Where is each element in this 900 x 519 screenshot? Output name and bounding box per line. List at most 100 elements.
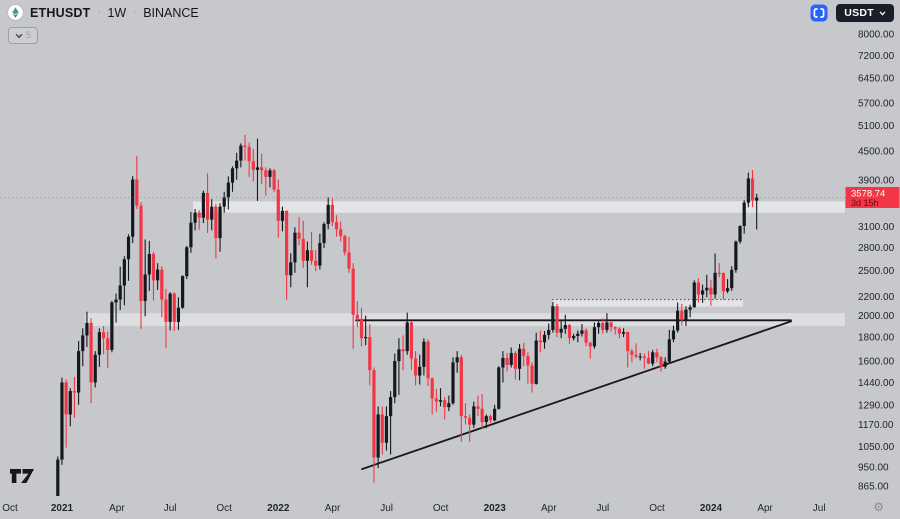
candle[interactable] — [709, 279, 713, 306]
candle[interactable] — [106, 331, 110, 369]
candle[interactable] — [705, 274, 709, 298]
candle[interactable] — [434, 388, 438, 413]
candle[interactable] — [630, 348, 634, 363]
candle[interactable] — [542, 330, 547, 349]
candle[interactable] — [426, 339, 430, 387]
candle[interactable] — [497, 366, 501, 410]
candle[interactable] — [676, 302, 680, 333]
candle[interactable] — [301, 220, 305, 268]
symbol-legend[interactable]: ETHUSDT · 1W · BINANCE — [8, 5, 199, 20]
candle[interactable] — [684, 306, 688, 327]
candle[interactable] — [297, 217, 301, 246]
candle[interactable] — [572, 333, 576, 341]
candle[interactable] — [280, 206, 285, 232]
candle[interactable] — [364, 315, 368, 346]
candle[interactable] — [210, 199, 214, 231]
candle[interactable] — [285, 210, 289, 301]
candle[interactable] — [576, 330, 580, 343]
candle[interactable] — [309, 231, 314, 265]
candle[interactable] — [93, 351, 97, 388]
candle[interactable] — [501, 351, 505, 383]
candle[interactable] — [721, 272, 725, 300]
candle[interactable] — [230, 166, 235, 192]
candle[interactable] — [64, 379, 68, 448]
symbol-name[interactable]: ETHUSDT — [30, 5, 91, 20]
candle[interactable] — [592, 322, 597, 349]
candle[interactable] — [451, 357, 455, 405]
candle[interactable] — [368, 323, 372, 386]
candle[interactable] — [472, 401, 476, 429]
candle[interactable] — [505, 352, 509, 372]
candle[interactable] — [559, 319, 563, 339]
candle[interactable] — [77, 341, 81, 405]
candle[interactable] — [601, 318, 605, 334]
candle[interactable] — [89, 318, 93, 404]
candle[interactable] — [638, 352, 642, 361]
candle[interactable] — [122, 256, 126, 306]
candle[interactable] — [621, 328, 626, 338]
candle[interactable] — [147, 240, 151, 291]
candle[interactable] — [659, 356, 663, 372]
candle[interactable] — [717, 263, 721, 278]
candle[interactable] — [413, 351, 418, 386]
candle[interactable] — [534, 332, 538, 385]
candle[interactable] — [393, 353, 397, 404]
candle[interactable] — [326, 197, 330, 230]
candle[interactable] — [476, 395, 480, 417]
candle[interactable] — [588, 341, 592, 359]
candle[interactable] — [609, 321, 613, 332]
timeframe-label[interactable]: 1W — [107, 5, 127, 20]
candle[interactable] — [56, 456, 60, 509]
candle[interactable] — [131, 176, 135, 244]
candle[interactable] — [692, 280, 696, 308]
candle[interactable] — [567, 323, 572, 344]
candle[interactable] — [372, 367, 376, 483]
candle[interactable] — [488, 414, 493, 423]
resistance-zone-3400[interactable] — [193, 201, 845, 213]
candle[interactable] — [671, 325, 676, 343]
candle[interactable] — [334, 215, 339, 237]
candle[interactable] — [126, 234, 131, 281]
candle[interactable] — [634, 343, 638, 359]
candle[interactable] — [742, 200, 746, 234]
candle[interactable] — [260, 153, 264, 185]
candle[interactable] — [276, 179, 280, 238]
candle[interactable] — [480, 394, 484, 429]
candle[interactable] — [197, 210, 201, 230]
candle[interactable] — [734, 240, 738, 273]
candle[interactable] — [642, 353, 646, 369]
candle[interactable] — [305, 241, 309, 288]
ascending-support[interactable] — [361, 320, 792, 471]
candle[interactable] — [513, 351, 517, 380]
candle[interactable] — [218, 203, 222, 252]
candle[interactable] — [455, 351, 459, 373]
candle[interactable] — [580, 323, 584, 337]
candle[interactable] — [430, 377, 434, 415]
candle[interactable] — [318, 233, 322, 270]
candle[interactable] — [597, 321, 601, 334]
candle[interactable] — [443, 397, 447, 420]
candle[interactable] — [172, 292, 176, 331]
plot-area[interactable] — [0, 134, 845, 509]
candle[interactable] — [725, 279, 730, 294]
candle[interactable] — [384, 406, 389, 451]
candle[interactable] — [222, 191, 226, 213]
candle[interactable] — [713, 253, 717, 299]
candle[interactable] — [605, 313, 609, 333]
candle[interactable] — [243, 134, 247, 161]
candle[interactable] — [85, 311, 89, 347]
candle[interactable] — [468, 414, 472, 442]
candle[interactable] — [293, 227, 297, 273]
price-axis[interactable]: 8000.00 7200.00 6450.00 5700.00 5100.00 4500.… — [858, 30, 895, 493]
candle[interactable] — [176, 297, 181, 330]
candle[interactable] — [701, 284, 705, 303]
candle[interactable] — [272, 168, 276, 192]
candle[interactable] — [688, 304, 692, 318]
candle[interactable] — [409, 321, 413, 371]
candle[interactable] — [746, 172, 750, 208]
candle[interactable] — [151, 251, 156, 301]
candle[interactable] — [322, 222, 326, 249]
candle[interactable] — [459, 354, 463, 442]
candle[interactable] — [289, 253, 293, 288]
